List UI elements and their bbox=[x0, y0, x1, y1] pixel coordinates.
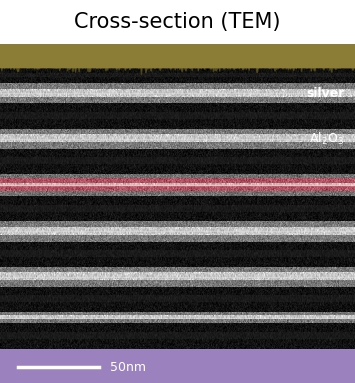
Text: Cross-section (TEM): Cross-section (TEM) bbox=[74, 12, 281, 32]
Text: Al$_2$O$_3$: Al$_2$O$_3$ bbox=[310, 131, 344, 147]
Bar bbox=[0, 44, 355, 67]
Text: silver: silver bbox=[306, 87, 344, 100]
Bar bbox=[0, 44, 355, 67]
Text: 50nm: 50nm bbox=[110, 361, 146, 374]
